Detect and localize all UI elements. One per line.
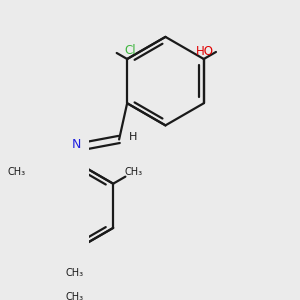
Text: CH₃: CH₃	[124, 167, 142, 177]
Text: Cl: Cl	[125, 44, 136, 58]
Text: CH₃: CH₃	[66, 268, 84, 278]
Text: CH₃: CH₃	[8, 167, 26, 177]
Text: H: H	[129, 132, 137, 142]
Text: HO: HO	[196, 46, 214, 59]
Text: CH₃: CH₃	[66, 292, 84, 300]
Text: N: N	[71, 138, 81, 151]
